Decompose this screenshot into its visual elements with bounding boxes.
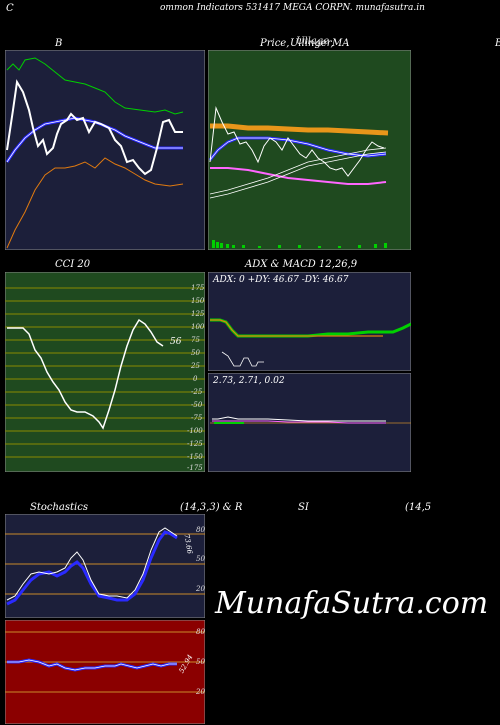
bollinger-upper-band [6,57,184,115]
bollinger-panel [5,50,205,250]
bollinger-label: B [55,38,63,49]
cci-tick: -125 [187,440,203,448]
price-panel [208,50,411,250]
bollinger-lower-band [6,157,184,249]
adx-readout: ADX: 0 +DY: 46.67 -DY: 46.67 [213,275,349,285]
cci-tick: -175 [187,464,203,472]
bollinger-mid-band-inner [6,117,183,163]
volume-bars [212,240,387,248]
page-title: ommon Indicators 531417 MEGA CORPN. muna… [160,3,425,13]
stochastics-label: Stochastics [30,502,88,513]
price-close-line [209,106,385,177]
stoch-tick: 20 [196,585,205,593]
cci-tick: 150 [191,297,205,305]
cci-tick: 75 [191,336,200,344]
header-letter: C [6,3,14,14]
watermark: MunafaSutra.com [215,586,489,621]
rsi-tick: 20 [196,688,205,696]
cci-tick: -50 [191,401,203,409]
bollinger-price-line [6,79,183,176]
cci-tick: 0 [193,375,198,383]
adx-line [221,351,264,367]
rsi-panel [5,620,205,724]
cci-tick: -100 [187,427,203,435]
stochastics-panel [5,514,205,618]
macd-signal-line [212,420,386,424]
macd-readout: 2.73, 2.71, 0.02 [213,376,285,386]
ma-blue-inner [209,137,387,161]
cci-line [7,318,164,430]
cci-tick: -150 [187,453,203,461]
cci-label: CCI 20 [55,259,91,270]
price-overlap-label-1: Ullinger, [290,38,334,49]
ma-white-1 [209,147,387,195]
ma-orange [210,123,389,136]
stoch-k-line [6,530,178,606]
cci-tick: 50 [191,349,200,357]
stoch-d-line [6,527,178,601]
rsi-tick: 50 [196,658,205,666]
price-right-letter: B [495,38,500,49]
price-overlap-label-2: Ullage [296,36,330,47]
ma-white-2 [209,151,387,199]
stoch-tick: 50 [196,555,205,563]
adx-panel [208,272,411,371]
cci-panel [5,272,205,472]
price-label: Price, [260,38,290,49]
macd-line [212,416,386,422]
adx-minus-line [210,319,383,337]
cci-tick: 100 [191,323,205,331]
ma-label: MA [332,38,350,49]
adx-macd-label: ADX & MACD 12,26,9 [245,259,358,270]
rsi-tick: 80 [196,628,205,636]
ma-magenta [210,167,387,185]
rsi-line-inner [7,659,177,671]
macd-panel [208,373,411,472]
cci-tick: -25 [191,388,203,396]
stochastics-params: (14,3,3) & R [180,502,243,513]
cci-tick: -75 [191,414,203,422]
cci-tick: 125 [191,310,205,318]
cci-value: 56 [170,337,182,347]
macd-histogram [214,422,244,424]
cci-tick: 25 [191,362,200,370]
rsi-label: SI [298,502,309,513]
rsi-params: (14,5 [405,502,432,513]
cci-tick: 175 [191,284,205,292]
stoch-tick: 80 [196,526,205,534]
